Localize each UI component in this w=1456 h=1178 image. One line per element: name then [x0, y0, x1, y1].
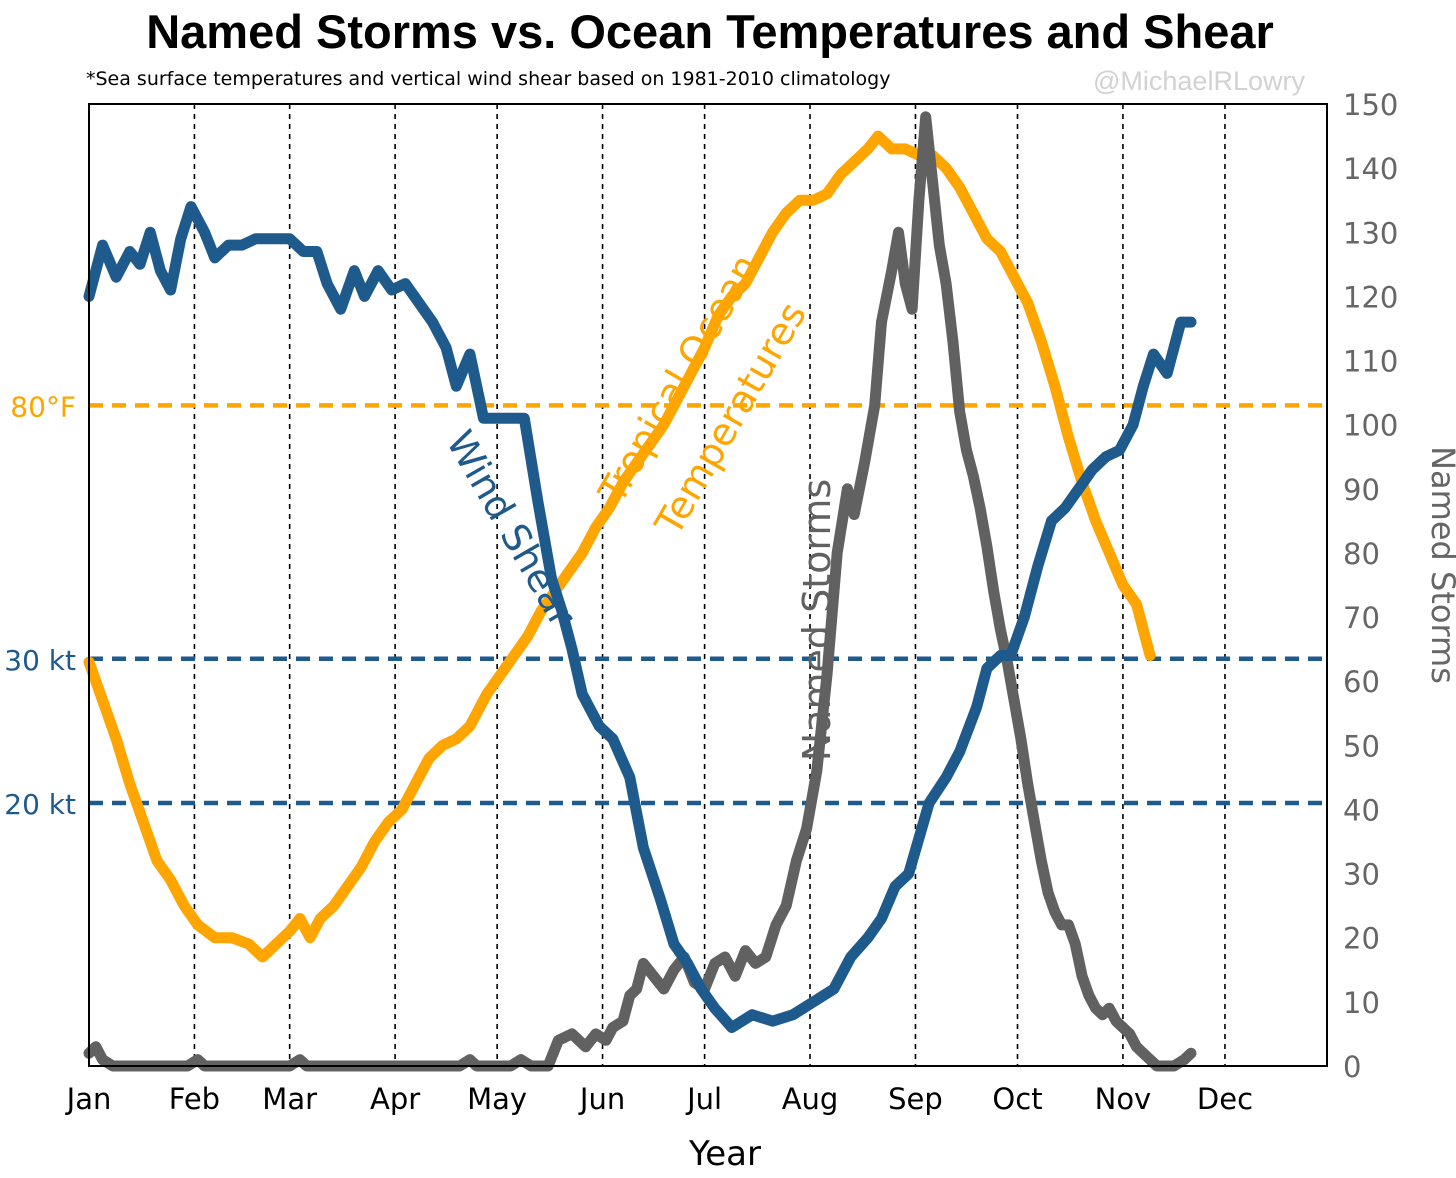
watermark: @MichaelRLowry [1093, 66, 1305, 96]
y-tick-label: 0 [1343, 1050, 1361, 1084]
reference-lines: 80°F 30 kt 20 kt [4, 390, 1327, 821]
y-tick-label: 110 [1343, 345, 1398, 379]
label-named-storms: Named Storms [795, 479, 839, 761]
y-tick-label: 100 [1343, 409, 1398, 443]
grid-lines [193, 104, 1226, 1066]
y-tick-label: 20 [1343, 922, 1380, 956]
y-tick-label: 60 [1343, 665, 1380, 699]
reference-line-label: 80°F [10, 390, 76, 423]
series-line-wind-shear [83, 201, 1197, 1033]
x-tick-label: Jan [65, 1082, 112, 1116]
y-tick-label: 140 [1343, 152, 1398, 186]
x-tick-label: Feb [169, 1082, 220, 1116]
y-tick-label: 150 [1343, 88, 1398, 122]
x-tick-label: Aug [782, 1082, 839, 1116]
y-axis-label-right: Named Storms [1424, 446, 1456, 684]
y-tick-label: 80 [1343, 537, 1380, 571]
x-tick-label: Apr [370, 1082, 420, 1116]
y-tick-label: 30 [1343, 858, 1380, 892]
x-axis-label: Year [688, 1134, 761, 1174]
y-tick-label: 120 [1343, 280, 1398, 314]
x-tick-label: Nov [1095, 1082, 1152, 1116]
x-tick-label: May [467, 1082, 527, 1116]
reference-line-label: 30 kt [4, 644, 76, 677]
reference-line-label: 20 kt [4, 788, 76, 821]
label-wind-shear: Wind Shear [438, 423, 585, 634]
y-tick-label: 90 [1343, 473, 1380, 507]
series-lines [83, 111, 1197, 1072]
y-tick-label: 40 [1343, 793, 1380, 827]
x-tick-label: Mar [262, 1082, 317, 1116]
y-tick-label: 50 [1343, 729, 1380, 763]
x-tick-label: Jun [578, 1082, 625, 1116]
x-tick-labels: Jan Feb Mar Apr May Jun Jul Aug Sep Oct Nov Dec [65, 1082, 1253, 1116]
x-tick-label: Oct [992, 1082, 1042, 1116]
y-tick-label: 130 [1343, 216, 1398, 250]
y-tick-labels: 0 10 20 30 40 50 60 70 80 90 100 110 120 130 140 150 [1343, 88, 1398, 1084]
chart-title: Named Storms vs. Ocean Temperatures and … [146, 5, 1274, 58]
x-tick-label: Jul [685, 1082, 722, 1116]
x-tick-label: Dec [1197, 1082, 1253, 1116]
series-line-tropical-ocean-temperatures [83, 130, 1156, 963]
y-tick-label: 10 [1343, 986, 1380, 1020]
x-tick-label: Sep [888, 1082, 943, 1116]
plot-frame [88, 103, 1328, 1067]
chart-subtitle: *Sea surface temperatures and vertical w… [86, 68, 891, 90]
y-tick-label: 70 [1343, 601, 1380, 635]
